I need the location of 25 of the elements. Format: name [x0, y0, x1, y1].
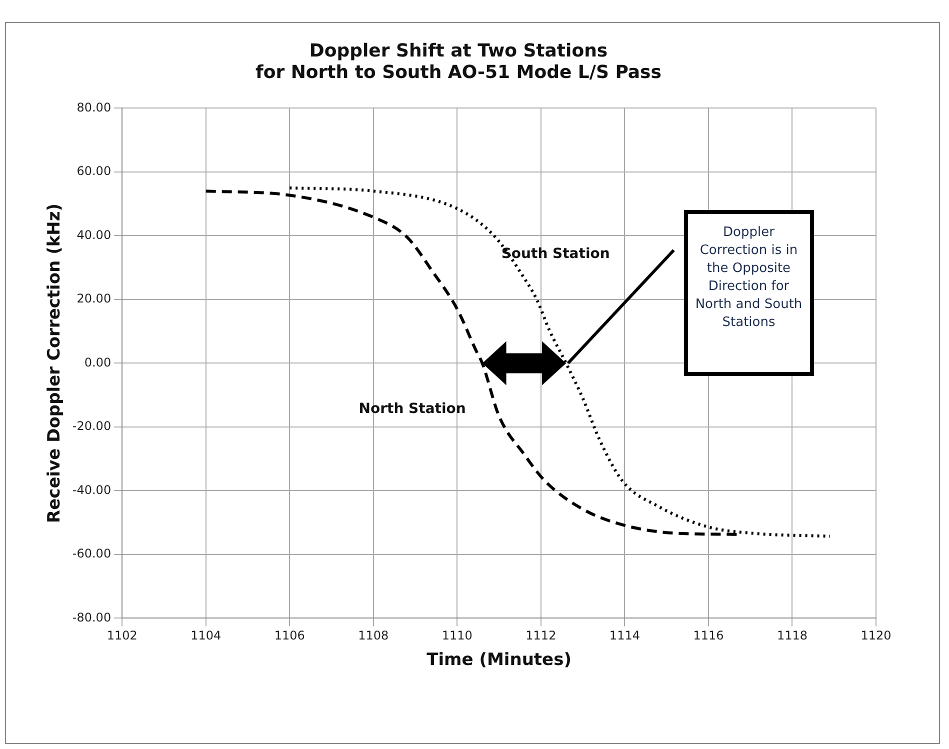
y-axis-title: Receive Doppler Correction (kHz): [44, 203, 65, 523]
chart-title: Doppler Shift at Two Stations for North to South AO-51 Mode L/S Pass: [256, 40, 662, 84]
y-tick-label: 40.00: [76, 228, 112, 242]
y-tick-label: -20.00: [72, 419, 112, 434]
x-tick-label: 1116: [693, 628, 724, 643]
x-tick-label: 1106: [274, 628, 305, 643]
y-tick-label: 60.00: [76, 164, 112, 178]
y-tick-label: 0.00: [84, 355, 112, 370]
y-tick-label: 80.00: [76, 100, 112, 114]
x-tick-label: 1112: [526, 628, 556, 643]
y-tick-label: -60.00: [72, 546, 112, 561]
x-tick-label: 1104: [190, 628, 222, 643]
x-tick-label: 1102: [106, 628, 138, 643]
y-tick-label: -80.00: [72, 610, 112, 624]
x-tick-label: 1108: [358, 628, 389, 643]
y-tick-label: 20.00: [76, 292, 112, 306]
x-tick-label: 1114: [609, 628, 640, 643]
x-axis-title: Time (Minutes): [426, 650, 572, 670]
x-tick-label: 1120: [860, 628, 892, 643]
annotation: South Station: [501, 246, 610, 262]
annotation: North Station: [358, 401, 466, 418]
callout-box: Doppler Correction is in the Opposite Direction for North and South Stations: [684, 210, 814, 376]
x-tick-label: 1118: [776, 628, 808, 643]
x-tick-label: 1110: [442, 628, 472, 643]
y-tick-label: -40.00: [72, 482, 112, 497]
